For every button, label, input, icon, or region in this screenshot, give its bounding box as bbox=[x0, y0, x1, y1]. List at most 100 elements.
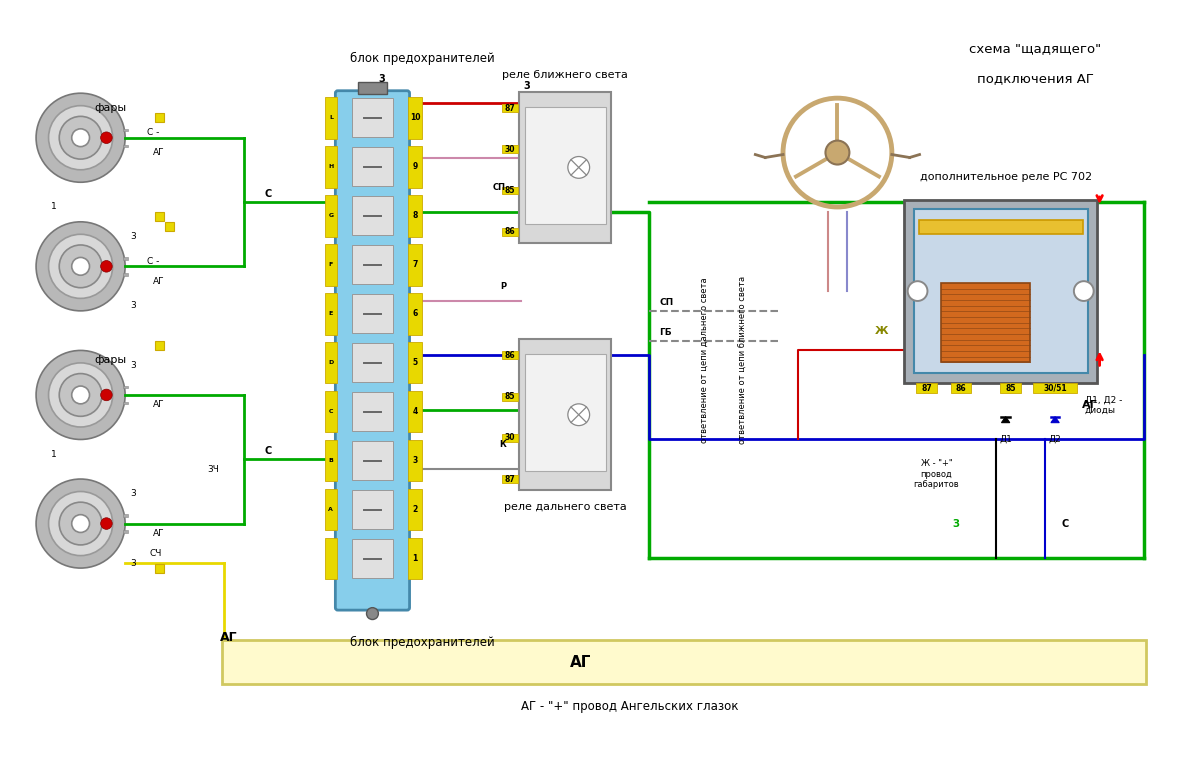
Circle shape bbox=[59, 245, 102, 288]
Text: E: E bbox=[329, 311, 334, 316]
Text: Д1, Д2 -
диоды: Д1, Д2 - диоды bbox=[1085, 395, 1122, 414]
FancyBboxPatch shape bbox=[325, 538, 337, 580]
FancyBboxPatch shape bbox=[325, 292, 337, 335]
Text: F: F bbox=[329, 262, 334, 268]
Text: реле ближнего света: реле ближнего света bbox=[503, 70, 629, 80]
FancyBboxPatch shape bbox=[122, 129, 127, 131]
FancyBboxPatch shape bbox=[918, 220, 1082, 234]
FancyBboxPatch shape bbox=[352, 294, 394, 333]
FancyBboxPatch shape bbox=[155, 212, 164, 222]
Text: 4: 4 bbox=[413, 407, 418, 417]
Text: СЧ: СЧ bbox=[150, 549, 162, 558]
Circle shape bbox=[59, 502, 102, 545]
FancyBboxPatch shape bbox=[408, 391, 422, 432]
Text: ГБ: ГБ bbox=[659, 328, 672, 337]
FancyBboxPatch shape bbox=[502, 145, 518, 153]
FancyBboxPatch shape bbox=[352, 343, 394, 382]
FancyBboxPatch shape bbox=[1000, 383, 1021, 393]
Text: фары: фары bbox=[95, 356, 126, 365]
Text: 9: 9 bbox=[413, 162, 418, 171]
Text: фары: фары bbox=[95, 103, 126, 113]
Text: 3: 3 bbox=[130, 232, 136, 241]
Text: З: З bbox=[953, 519, 960, 529]
FancyBboxPatch shape bbox=[408, 195, 422, 236]
Text: 8: 8 bbox=[413, 211, 418, 220]
Circle shape bbox=[72, 515, 90, 533]
FancyBboxPatch shape bbox=[325, 97, 337, 139]
Text: 1: 1 bbox=[413, 554, 418, 563]
Text: АГ: АГ bbox=[152, 277, 164, 285]
Text: 86: 86 bbox=[505, 227, 515, 236]
Text: дополнительное реле РС 702: дополнительное реле РС 702 bbox=[919, 172, 1092, 183]
FancyBboxPatch shape bbox=[941, 283, 1031, 362]
FancyBboxPatch shape bbox=[408, 97, 422, 139]
FancyBboxPatch shape bbox=[155, 113, 164, 122]
Circle shape bbox=[101, 261, 113, 272]
Circle shape bbox=[48, 234, 113, 299]
Text: 3: 3 bbox=[378, 74, 385, 84]
Circle shape bbox=[72, 129, 90, 147]
Circle shape bbox=[59, 116, 102, 159]
FancyBboxPatch shape bbox=[352, 147, 394, 186]
Text: АГ: АГ bbox=[1082, 400, 1098, 410]
FancyBboxPatch shape bbox=[408, 538, 422, 580]
Text: К: К bbox=[499, 440, 506, 449]
FancyBboxPatch shape bbox=[325, 195, 337, 236]
Text: С: С bbox=[1061, 519, 1069, 529]
Text: СП: СП bbox=[493, 183, 506, 192]
Text: блок предохранителей: блок предохранителей bbox=[349, 52, 494, 65]
FancyBboxPatch shape bbox=[502, 104, 518, 112]
Text: 1: 1 bbox=[52, 450, 56, 459]
FancyBboxPatch shape bbox=[325, 489, 337, 530]
Text: 3Ч: 3Ч bbox=[208, 465, 220, 473]
FancyBboxPatch shape bbox=[502, 434, 518, 441]
Text: Ж: Ж bbox=[875, 325, 889, 335]
FancyBboxPatch shape bbox=[916, 383, 937, 393]
FancyBboxPatch shape bbox=[524, 107, 606, 224]
Text: ответвление от цепи ближнего света: ответвление от цепи ближнего света bbox=[739, 276, 748, 445]
Text: 5: 5 bbox=[413, 358, 418, 367]
FancyBboxPatch shape bbox=[122, 514, 127, 516]
Text: С -: С - bbox=[146, 257, 160, 266]
FancyBboxPatch shape bbox=[325, 342, 337, 384]
FancyBboxPatch shape bbox=[408, 146, 422, 187]
Circle shape bbox=[568, 404, 589, 426]
Text: 30: 30 bbox=[505, 434, 515, 442]
FancyBboxPatch shape bbox=[502, 352, 518, 360]
Text: 3: 3 bbox=[130, 361, 136, 370]
Circle shape bbox=[36, 222, 125, 311]
Text: блок предохранителей: блок предохранителей bbox=[349, 636, 494, 649]
FancyBboxPatch shape bbox=[352, 245, 394, 284]
FancyBboxPatch shape bbox=[352, 196, 394, 236]
FancyBboxPatch shape bbox=[352, 441, 394, 480]
FancyBboxPatch shape bbox=[122, 386, 127, 388]
FancyBboxPatch shape bbox=[502, 228, 518, 236]
FancyBboxPatch shape bbox=[408, 440, 422, 481]
Text: Р: Р bbox=[500, 282, 506, 291]
FancyBboxPatch shape bbox=[122, 144, 127, 147]
Circle shape bbox=[101, 132, 113, 144]
Text: С -: С - bbox=[146, 128, 160, 137]
FancyBboxPatch shape bbox=[502, 392, 518, 401]
FancyBboxPatch shape bbox=[502, 475, 518, 483]
Text: схема "щадящего": схема "щадящего" bbox=[970, 42, 1102, 55]
Text: 7: 7 bbox=[413, 261, 418, 269]
Text: реле дальнего света: реле дальнего света bbox=[504, 502, 626, 512]
FancyBboxPatch shape bbox=[408, 244, 422, 285]
Text: 6: 6 bbox=[413, 309, 418, 318]
Polygon shape bbox=[1051, 417, 1060, 423]
Circle shape bbox=[826, 140, 850, 165]
Text: D: D bbox=[329, 360, 334, 365]
Text: 3: 3 bbox=[130, 489, 136, 498]
Text: ответвление от цепи дальнего света: ответвление от цепи дальнего света bbox=[700, 278, 708, 443]
FancyBboxPatch shape bbox=[352, 392, 394, 431]
FancyBboxPatch shape bbox=[155, 564, 164, 573]
FancyBboxPatch shape bbox=[122, 273, 127, 275]
FancyBboxPatch shape bbox=[155, 341, 164, 350]
FancyBboxPatch shape bbox=[1033, 383, 1078, 393]
Circle shape bbox=[101, 518, 113, 530]
FancyBboxPatch shape bbox=[122, 530, 127, 533]
Text: 87: 87 bbox=[504, 104, 515, 112]
Text: АГ: АГ bbox=[152, 529, 164, 538]
Circle shape bbox=[101, 389, 113, 401]
